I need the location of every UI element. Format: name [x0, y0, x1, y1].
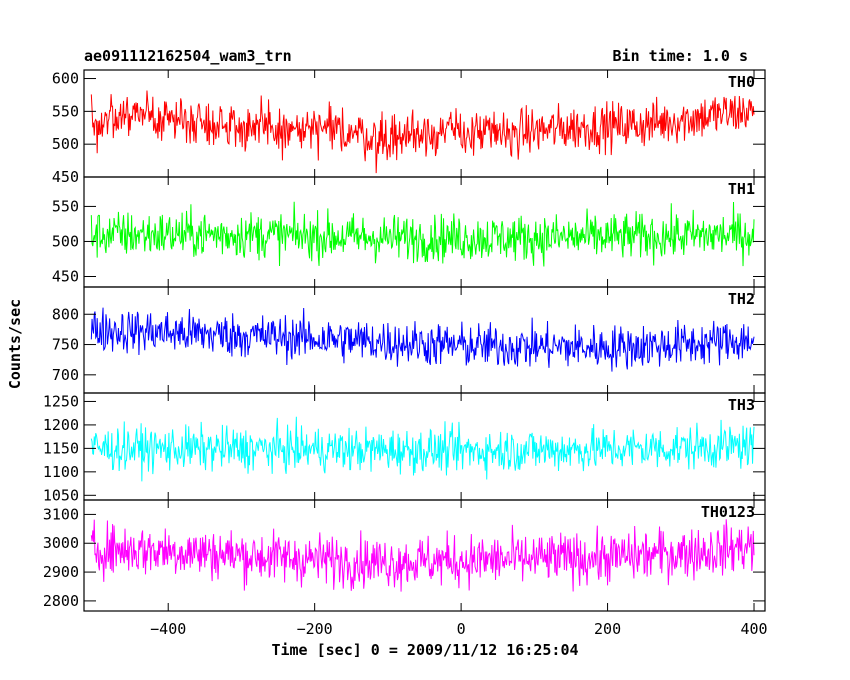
y-tick-label: 1200: [43, 416, 79, 434]
x-tick-label: 200: [594, 620, 621, 638]
y-tick-label: 3000: [43, 534, 79, 552]
x-tick-label: 0: [457, 620, 466, 638]
panel-label-th2: TH2: [728, 290, 755, 308]
panel-label-th0123: TH0123: [701, 503, 755, 521]
series-line-th0: [90, 90, 755, 174]
panels-group: 450 500 550 600 TH0 450 500 550 TH1 700 750 800 TH2 1…: [43, 69, 768, 638]
panel-frame-th0123: [83, 499, 766, 612]
x-axis-label: Time [sec] 0 = 2009/11/12 16:25:04: [271, 641, 578, 659]
y-axis-label: Counts/sec: [6, 299, 24, 389]
y-tick-label: 1150: [43, 439, 79, 457]
series-line-th3: [90, 416, 755, 482]
panel-label-th1: TH1: [728, 180, 755, 198]
series-line-th0123: [90, 519, 755, 592]
y-tick-label: 500: [52, 135, 79, 153]
bin-time-label: Bin time: 1.0 s: [613, 47, 748, 65]
x-tick-label: 400: [740, 620, 767, 638]
series-line-th1: [90, 201, 755, 267]
panel-label-th0: TH0: [728, 73, 755, 91]
y-tick-label: 1250: [43, 392, 79, 410]
y-tick-label: 600: [52, 70, 79, 88]
y-tick-label: 450: [52, 267, 79, 285]
y-tick-label: 1100: [43, 463, 79, 481]
y-tick-label: 750: [52, 336, 79, 354]
y-tick-label: 2800: [43, 592, 79, 610]
y-tick-label: 2900: [43, 563, 79, 581]
y-tick-label: 550: [52, 197, 79, 215]
y-tick-label: 3100: [43, 505, 79, 523]
y-tick-label: 500: [52, 232, 79, 250]
y-tick-label: 1050: [43, 486, 79, 504]
panel-label-th3: TH3: [728, 396, 755, 414]
x-tick-label: −200: [297, 620, 333, 638]
y-tick-label: 450: [52, 168, 79, 186]
y-tick-label: 700: [52, 366, 79, 384]
series-line-th2: [90, 307, 755, 372]
chart-title: ae091112162504_wam3_trn: [84, 47, 292, 65]
y-tick-label: 550: [52, 102, 79, 120]
y-tick-label: 800: [52, 305, 79, 323]
x-tick-label: −400: [150, 620, 186, 638]
